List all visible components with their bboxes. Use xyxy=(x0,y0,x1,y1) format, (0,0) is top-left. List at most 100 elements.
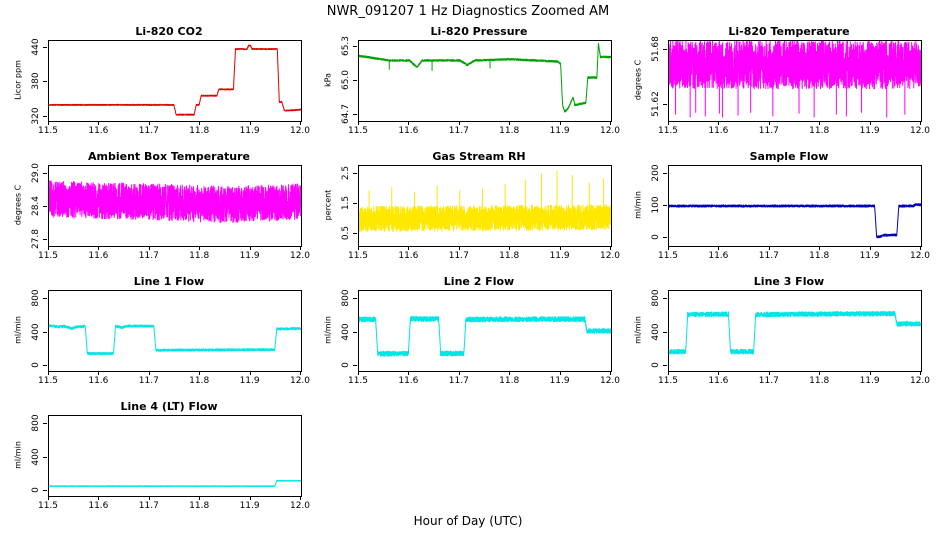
y-tick xyxy=(663,331,667,333)
series-canvas xyxy=(49,41,301,121)
y-axis-label: kPa xyxy=(323,73,333,87)
y-tick xyxy=(43,365,47,366)
chart-panel: Li-820 Temperature degrees C 11.5 11.6 11.… xyxy=(628,24,931,146)
y-tick-label: 51.68 xyxy=(651,36,661,63)
x-tick xyxy=(300,371,301,375)
x-tick xyxy=(768,121,770,125)
chart-title: Line 4 (LT) Flow xyxy=(120,400,218,413)
x-tick-label: 11.5 xyxy=(657,376,679,386)
series-canvas xyxy=(49,291,301,371)
x-tick-label: 11.8 xyxy=(189,251,210,261)
plot-area xyxy=(48,40,302,122)
x-tick xyxy=(408,121,410,125)
chart-title: Sample Flow xyxy=(749,150,829,163)
y-tick-label: 400 xyxy=(341,323,351,341)
x-tick-label: 11.6 xyxy=(398,376,419,386)
series-canvas xyxy=(669,166,921,246)
x-tick-label: 12.0 xyxy=(289,126,311,136)
y-tick xyxy=(43,173,47,175)
y-tick-label: 380 xyxy=(31,72,41,91)
x-tick xyxy=(48,496,49,500)
x-tick xyxy=(869,246,871,250)
y-tick xyxy=(663,173,667,174)
y-tick xyxy=(353,80,357,81)
y-tick-label: 1.5 xyxy=(341,195,351,210)
x-tick xyxy=(718,371,720,375)
chart-title: Gas Stream RH xyxy=(432,150,526,163)
x-tick-label: 11.6 xyxy=(88,251,109,261)
global-x-axis-label: Hour of Day (UTC) xyxy=(413,514,523,528)
y-tick-label: 200 xyxy=(651,164,661,182)
y-tick xyxy=(43,115,47,117)
x-tick xyxy=(668,246,669,250)
x-tick-label: 11.7 xyxy=(448,126,469,136)
series-canvas xyxy=(359,41,611,121)
x-tick xyxy=(559,121,561,125)
plot-area xyxy=(358,165,612,247)
x-tick xyxy=(249,246,251,250)
x-tick-label: 11.7 xyxy=(758,126,779,136)
x-tick-label: 11.7 xyxy=(138,251,159,261)
x-tick-label: 11.8 xyxy=(189,501,210,511)
x-tick xyxy=(768,371,770,375)
plot-area xyxy=(48,290,302,372)
y-tick-label: 2.5 xyxy=(341,165,351,180)
x-tick xyxy=(48,121,49,125)
chart-panel: Ambient Box Temperature degrees C 11.5 11… xyxy=(8,149,311,271)
chart-panel: Li-820 CO2 Licor ppm 11.5 11.6 11.7 11.8 11.… xyxy=(8,24,311,146)
chart-title: Line 1 Flow xyxy=(133,275,205,288)
x-tick-label: 11.5 xyxy=(37,501,59,511)
x-tick xyxy=(768,246,770,250)
y-axis-label: degrees C xyxy=(13,184,23,226)
x-tick xyxy=(668,371,669,375)
y-tick-label: 0.5 xyxy=(341,225,351,241)
x-tick xyxy=(610,371,611,375)
y-tick-label: 0 xyxy=(651,362,661,368)
x-tick xyxy=(718,246,720,250)
x-tick-label: 11.7 xyxy=(758,251,779,261)
x-tick xyxy=(509,121,511,125)
y-tick-label: 400 xyxy=(31,323,41,341)
y-tick xyxy=(43,298,47,300)
chart-panel: Line 4 (LT) Flow ml/min 11.5 11.6 11.7 11.8… xyxy=(8,399,311,521)
x-tick xyxy=(300,246,301,250)
y-tick-label: 29.0 xyxy=(31,163,41,184)
series-canvas xyxy=(359,291,611,371)
y-axis-label: ml/min xyxy=(13,316,23,344)
x-tick-label: 11.7 xyxy=(138,376,159,386)
y-axis-label: ml/min xyxy=(633,191,643,219)
plot-area xyxy=(358,290,612,372)
series-canvas xyxy=(669,291,921,371)
x-tick-label: 11.6 xyxy=(88,501,109,511)
x-tick-label: 11.5 xyxy=(657,126,679,136)
chart-panel: Line 1 Flow ml/min 11.5 11.6 11.7 11.8 11.9 1… xyxy=(8,274,311,396)
x-tick-label: 11.5 xyxy=(37,251,59,261)
y-tick xyxy=(43,46,47,48)
y-tick-label: 64.7 xyxy=(341,104,351,125)
x-tick-label: 11.9 xyxy=(239,501,260,511)
y-tick xyxy=(353,232,357,234)
y-tick xyxy=(663,298,667,300)
y-tick xyxy=(353,45,357,47)
x-tick-label: 11.9 xyxy=(549,126,570,136)
y-tick xyxy=(353,202,357,204)
x-tick xyxy=(458,246,460,250)
x-tick-label: 12.0 xyxy=(599,376,621,386)
y-tick-label: 51.62 xyxy=(651,91,661,118)
y-tick-label: 0 xyxy=(31,487,41,493)
y-axis-label: degrees C xyxy=(633,59,643,101)
y-tick-label: 65.3 xyxy=(341,35,351,56)
x-tick xyxy=(300,121,301,125)
y-tick xyxy=(663,205,667,206)
y-tick-label: 800 xyxy=(651,289,661,307)
x-tick-label: 11.5 xyxy=(37,376,59,386)
x-tick-label: 11.7 xyxy=(758,376,779,386)
x-tick-label: 12.0 xyxy=(599,251,621,261)
x-tick xyxy=(920,371,921,375)
x-tick-label: 12.0 xyxy=(909,251,931,261)
chart-title: Line 3 Flow xyxy=(753,275,825,288)
x-tick xyxy=(98,496,100,500)
x-tick-label: 11.9 xyxy=(549,376,570,386)
x-tick-label: 11.6 xyxy=(398,251,419,261)
